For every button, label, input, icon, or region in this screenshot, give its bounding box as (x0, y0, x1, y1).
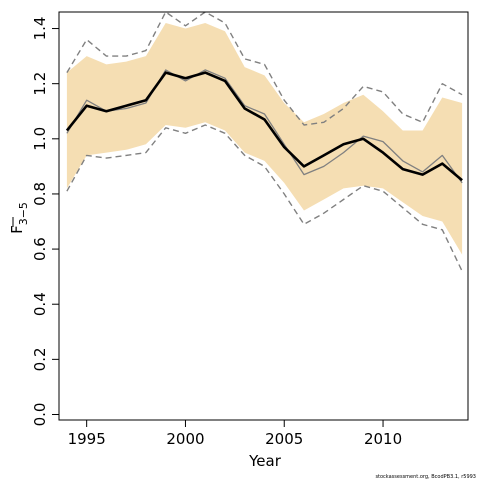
y-axis-title-main: F (8, 225, 26, 234)
series-line-estimate (65, 71, 463, 182)
x-tick-label: 2005 (265, 430, 303, 448)
y-axis-title-subscript: 3−5 (17, 202, 30, 225)
y-tick-label: 0.0 (31, 403, 49, 427)
y-tick-label: 1.4 (31, 17, 49, 41)
series-line-upper-bound (66, 11, 463, 126)
plot-area (65, 11, 463, 272)
confidence-band (66, 23, 463, 255)
y-tick-label: 1.0 (31, 127, 49, 151)
y-tick-label: 0.6 (31, 237, 49, 261)
svg-text:F3−5: F3−5 (8, 202, 30, 234)
x-axis-title: Year (248, 452, 282, 470)
y-tick-label: 0.8 (31, 182, 49, 206)
y-tick-label: 0.4 (31, 292, 49, 316)
credit-text: stockassessment.org, BcodPB3.1, r5993 (375, 474, 476, 480)
y-axis-title: F3−5 (8, 202, 30, 234)
x-tick-label: 2010 (364, 430, 402, 448)
series-line-alternative (66, 69, 463, 184)
y-tick-label: 1.2 (31, 72, 49, 96)
axes: 1995 2000 2005 2010 0.0 0.2 0.4 0.6 0.8 1.0 1.2 1.4 (31, 11, 469, 448)
x-tick-label: 2000 (166, 430, 204, 448)
x-tick-label: 1995 (68, 430, 106, 448)
y-tick-label: 0.2 (31, 347, 49, 371)
